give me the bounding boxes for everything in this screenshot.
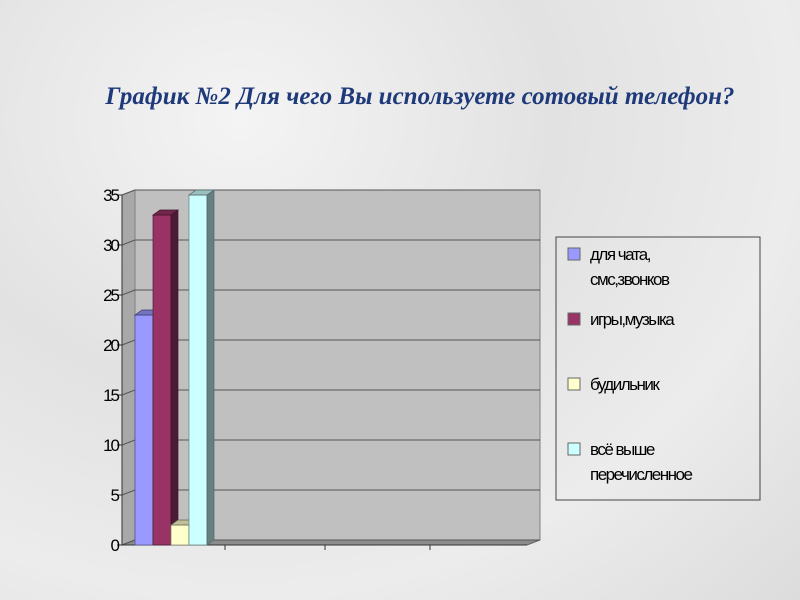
- y-tick-label: 5: [111, 486, 120, 505]
- y-tick-label: 0: [111, 536, 120, 555]
- chart-title: График №2 Для чего Вы используете сотовы…: [105, 83, 735, 110]
- legend-swatch: [567, 442, 581, 456]
- plot-side-wall: [121, 189, 136, 546]
- y-tick-label: 15: [103, 386, 119, 405]
- legend-label-line: всё выше: [590, 440, 655, 459]
- gridline: [121, 289, 540, 296]
- legend-swatch: [567, 312, 581, 326]
- y-tick-label: 10: [103, 436, 119, 455]
- legend-label: для чата, смс,звонков: [590, 245, 670, 289]
- y-tick-label: 25: [103, 286, 119, 305]
- legend-box: [555, 236, 761, 501]
- legend-label: всё выше перечисленное: [590, 440, 692, 484]
- legend-label-line: игры,музыка: [590, 310, 675, 329]
- legend-label-line: будильник: [590, 375, 660, 394]
- y-tick-label: 30: [103, 236, 119, 255]
- bar-side: [206, 189, 215, 546]
- legend-label-line: перечисленное: [590, 465, 692, 484]
- y-tick-label: 35: [103, 186, 119, 205]
- bar-front: [152, 214, 172, 546]
- bar-top: [187, 189, 216, 196]
- bar-top: [151, 209, 180, 216]
- gridline: [121, 189, 540, 196]
- legend-label-line: смс,звонков: [590, 270, 670, 289]
- bar-4: [187, 189, 216, 546]
- bar-front: [170, 524, 190, 546]
- legend-label: будильник: [590, 375, 660, 394]
- bar-side: [170, 209, 179, 546]
- legend-swatch: [567, 377, 581, 391]
- legend: для чата, смс,звонков игры,музыка будильник…: [555, 236, 761, 501]
- bar-2: [151, 209, 180, 546]
- gridline: [121, 239, 540, 246]
- legend-label-line: для чата,: [590, 245, 651, 264]
- y-tick-label: 20: [103, 336, 119, 355]
- bar-front: [188, 194, 208, 546]
- bar-front: [134, 314, 154, 546]
- legend-label: игры,музыка: [590, 310, 675, 329]
- legend-swatch: [567, 247, 581, 261]
